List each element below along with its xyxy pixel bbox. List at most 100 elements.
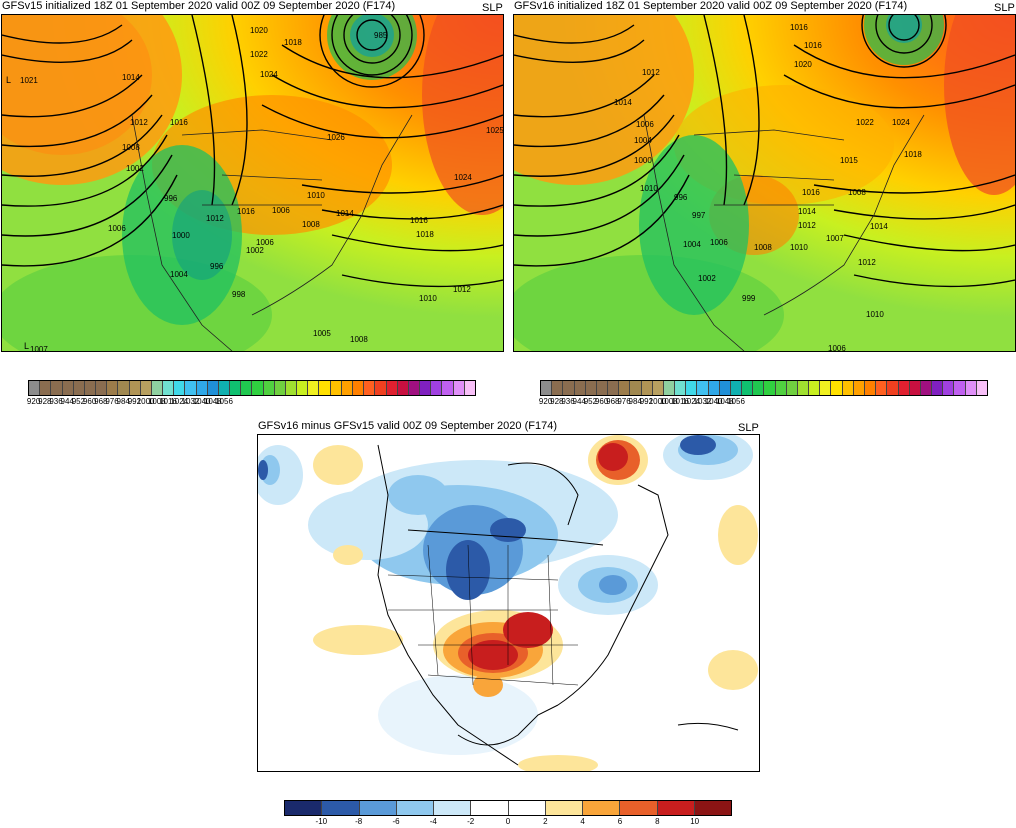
colorbar-tick-label: 984	[628, 397, 642, 406]
colorbar-cell	[932, 381, 944, 395]
colorbar-cell	[140, 381, 152, 395]
contour-label: 1020	[250, 26, 268, 35]
colorbar-cell	[786, 381, 798, 395]
colorbar-cell	[263, 381, 275, 395]
colorbar-cell	[742, 381, 754, 395]
colorbar-cell	[619, 381, 631, 395]
contour-label: 1024	[892, 118, 910, 127]
colorbar-tick-label: 968	[94, 397, 108, 406]
colorbar-tick-label: 1040	[192, 397, 211, 406]
colorbar-cell	[341, 381, 353, 395]
colorbar-tick-label: 976	[105, 397, 119, 406]
colorbar-tick-label: 952	[583, 397, 598, 406]
colorbar-cell	[909, 381, 921, 395]
colorbar-cell	[185, 381, 197, 395]
contour-label: 1002	[246, 246, 264, 255]
contour-label: 1016	[410, 216, 428, 225]
colorbar-cell	[842, 381, 854, 395]
colorbar-cell	[853, 381, 865, 395]
colorbar-cell	[96, 381, 108, 395]
colorbar-tick-label: 976	[617, 397, 631, 406]
colorbar-cell	[352, 381, 365, 395]
colorbar-tick-label: -8	[355, 817, 363, 826]
gfsv15-slp-colorbar: 920 928 936 944 952 960 968 976 984 992 1000 1008 10…	[27, 380, 476, 408]
colorbar-cell	[663, 381, 676, 395]
contour-label: 1025	[486, 126, 503, 135]
colorbar-cell	[541, 381, 553, 395]
contour-label: 1015	[840, 156, 858, 165]
contour-label: 1008	[848, 188, 866, 197]
colorbar-tick-label: 8	[655, 817, 660, 826]
contour-label: 1006	[828, 344, 846, 351]
contour-label: 1006	[256, 238, 274, 247]
colorbar-cell	[596, 381, 609, 395]
colorbar-tick-label: 1000	[136, 397, 155, 406]
contour-label: 1010	[419, 294, 437, 303]
contour-label: 1016	[804, 41, 822, 50]
contour-label: 1002	[126, 164, 144, 173]
colorbar-cell	[364, 381, 376, 395]
colorbar-cell	[359, 801, 397, 815]
colorbar-cell	[965, 381, 977, 395]
gfsv16-slp-colorbar: 920 928 936 944 952 960 968 976 984 992 1000 1008 10…	[539, 380, 988, 408]
contour-label: 997	[692, 211, 706, 220]
contour-label: 1004	[634, 136, 652, 145]
contour-label: 996	[210, 262, 224, 271]
colorbar-cell	[420, 381, 432, 395]
colorbar-cell	[129, 381, 141, 395]
colorbar-cell	[174, 381, 186, 395]
gfsv16-slp-map: 1016 1014 1012 1016 1020 1022 1024 1018 1000 1004…	[513, 14, 1016, 352]
colorbar-tick-label: 928	[38, 397, 52, 406]
colorbar-tick-label: 1048	[203, 397, 222, 406]
colorbar-tick-label: 1016	[159, 397, 177, 406]
colorbar-cell	[630, 381, 642, 395]
colorbar-tick-label: 952	[71, 397, 86, 406]
colorbar-cell	[442, 381, 454, 395]
contour-label: 1014	[122, 73, 140, 82]
colorbar-tick-label: 944	[572, 397, 586, 406]
diff-slp-map	[257, 434, 760, 772]
colorbar-cell	[719, 381, 731, 395]
gfsv16-variable-label: SLP	[994, 2, 1015, 14]
colorbar-cell	[574, 381, 586, 395]
colorbar-tick-label: 992	[127, 397, 142, 406]
colorbar-tick-label: 944	[60, 397, 74, 406]
contour-label: 1000	[634, 156, 652, 165]
contour-label: 1006	[710, 238, 728, 247]
contour-label: 1008	[122, 143, 140, 152]
colorbar-tick-label: -6	[392, 817, 400, 826]
colorbar-cell	[322, 801, 360, 815]
colorbar-cell	[297, 381, 309, 395]
contour-label: 1010	[790, 243, 808, 252]
contour-label: 1006	[272, 206, 290, 215]
gfsv15-slp-map: L L 1021 1020 1018 1022 1024 1014 1012 1016 1008…	[1, 14, 504, 352]
colorbar-cell	[29, 381, 41, 395]
colorbar-cell	[697, 381, 709, 395]
colorbar-cell	[207, 381, 219, 395]
contour-label: 985	[374, 31, 388, 40]
colorbar-cell	[652, 381, 664, 395]
contour-label: 1002	[698, 274, 716, 283]
colorbar-cell	[831, 381, 843, 395]
colorbar-tick-label: 1040	[704, 397, 723, 406]
contour-label: 1014	[870, 222, 888, 231]
contour-label: 1005	[313, 329, 331, 338]
colorbar-cell	[51, 381, 63, 395]
colorbar-tick-label: 984	[116, 397, 130, 406]
colorbar-cell	[954, 381, 966, 395]
contour-label: 1018	[284, 38, 302, 47]
colorbar-tick-label: 1032	[181, 397, 200, 406]
colorbar-cell	[241, 381, 253, 395]
contour-label: 1016	[790, 23, 808, 32]
colorbar-cell	[196, 381, 208, 395]
colorbar-cell	[585, 381, 597, 395]
contour-label: 1007	[826, 234, 844, 243]
colorbar-cell	[753, 381, 765, 395]
colorbar-tick-label: 1056	[215, 397, 233, 406]
contour-label: 1026	[327, 133, 345, 142]
contour-label: 1007	[30, 345, 48, 351]
colorbar-cell	[920, 381, 933, 395]
colorbar-tick-label: 2	[543, 817, 548, 826]
colorbar-cell	[274, 381, 286, 395]
colorbar-cell	[151, 381, 164, 395]
